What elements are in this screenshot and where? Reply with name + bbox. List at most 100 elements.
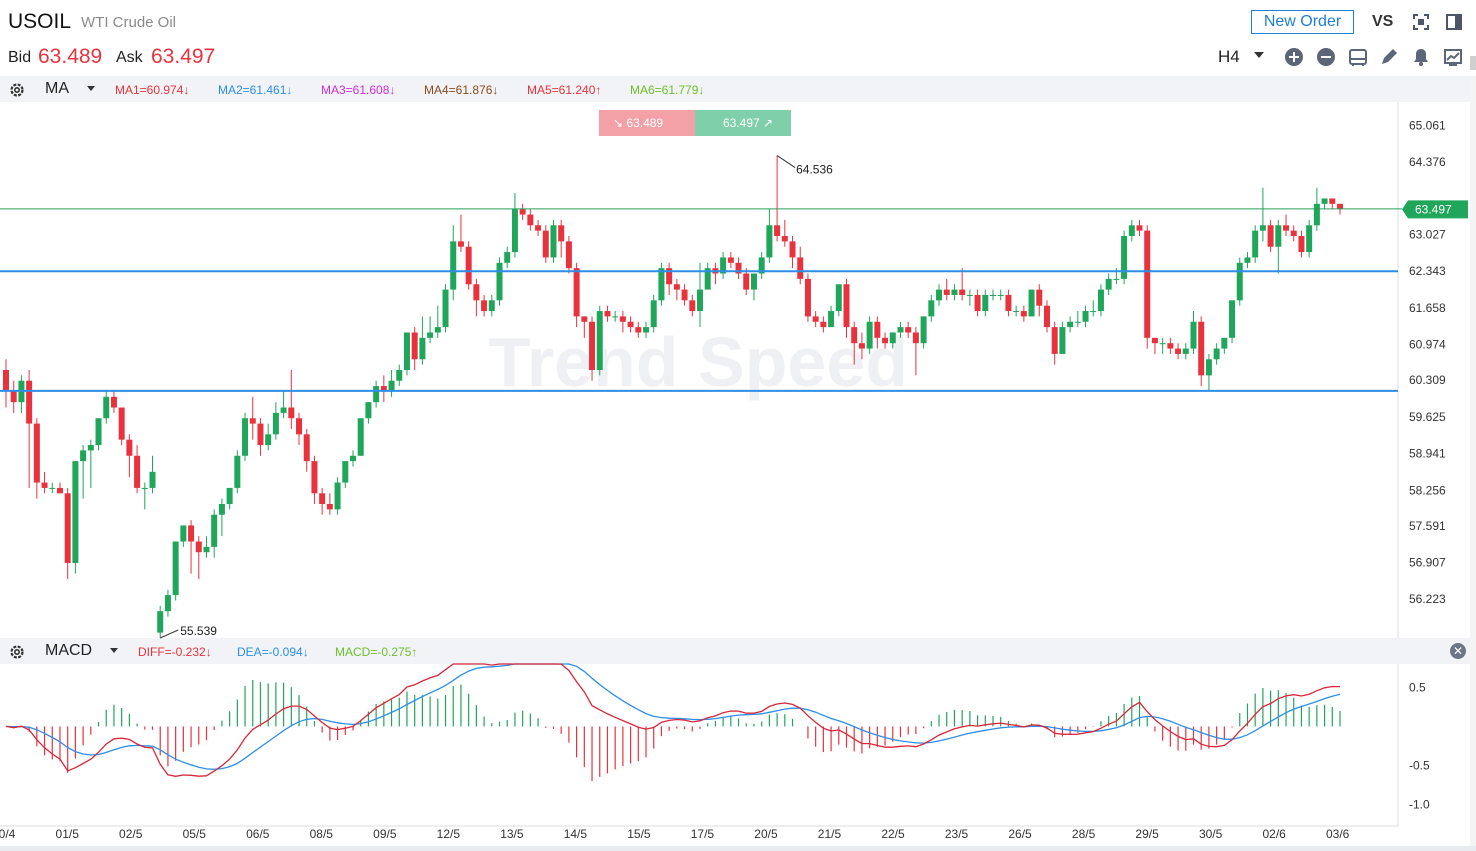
macd-chevron-down-icon[interactable]: [110, 648, 118, 653]
candle-body: [419, 337, 426, 360]
alert-bell-icon[interactable]: [1410, 46, 1432, 68]
candle-body: [396, 370, 403, 381]
candle-body: [234, 455, 241, 488]
candle-body: [974, 294, 981, 312]
candle-body: [982, 294, 989, 312]
symbol: USOIL: [8, 10, 72, 33]
date-label: 13/5: [500, 827, 524, 841]
candle-body: [905, 327, 912, 333]
layout-icon[interactable]: [1347, 46, 1369, 68]
candle-body: [1167, 343, 1174, 349]
candle-body: [211, 514, 218, 547]
macd-gear-icon[interactable]: [8, 643, 26, 664]
zoom-out-icon[interactable]: [1315, 46, 1337, 68]
candle-body: [357, 418, 364, 456]
ma5-value: MA5=61.240↑: [527, 83, 602, 97]
candle-body: [157, 611, 164, 633]
sell-price-badge-value: 63.489: [626, 116, 664, 130]
vertical-scrollbar[interactable]: [1470, 76, 1476, 851]
candle-body: [1190, 321, 1197, 349]
candle-body: [828, 311, 835, 328]
candle-body: [87, 445, 94, 451]
candle-body: [1244, 257, 1251, 263]
date-label: 30/5: [1199, 827, 1223, 841]
candle-body: [1105, 278, 1112, 290]
candle-body: [457, 241, 464, 247]
macd-indicator-name[interactable]: MACD: [45, 642, 93, 659]
timeframe-select[interactable]: H4: [1218, 47, 1240, 66]
candle-body: [326, 504, 333, 510]
price-tick-label: 59.625: [1409, 410, 1446, 424]
candle-body: [473, 284, 480, 301]
macd-tick-label: -1.0: [1409, 797, 1430, 811]
candle-body: [1182, 348, 1189, 354]
high-marker-line: [776, 155, 796, 169]
candle-body: [1067, 321, 1074, 328]
candle-body: [303, 434, 310, 462]
candle-body: [1259, 225, 1266, 231]
ma-indicator-name[interactable]: MA: [45, 80, 69, 97]
candle-body: [288, 407, 295, 419]
candle-body: [527, 214, 534, 226]
draw-pencil-icon[interactable]: [1378, 46, 1400, 68]
date-label: 22/5: [881, 827, 905, 841]
price-chart[interactable]: Trend Speed 65.061 64.376 63.027 62.343 61.65…: [0, 76, 1470, 846]
fullscreen-icon[interactable]: [1410, 11, 1432, 33]
header-scrollbar[interactable]: [1470, 56, 1476, 70]
candle-body: [319, 493, 326, 504]
candle-body: [851, 327, 858, 344]
chart-settings-icon[interactable]: [1442, 46, 1464, 68]
candle-body: [1175, 348, 1182, 354]
candle-body: [1121, 236, 1128, 279]
zoom-in-icon[interactable]: [1283, 46, 1305, 68]
candle-body: [797, 257, 804, 279]
price-tick-label: 60.309: [1409, 373, 1446, 387]
candle-body: [1298, 236, 1305, 253]
candle-body: [411, 332, 418, 360]
candle-body: [511, 209, 518, 253]
candle-body: [1005, 294, 1012, 312]
candle-body: [1236, 262, 1243, 301]
candle-body: [666, 268, 673, 285]
date-label: 02/5: [119, 827, 143, 841]
ma4-value: MA4=61.876↓: [424, 83, 499, 97]
new-order-button[interactable]: New Order: [1251, 10, 1354, 34]
candle-body: [589, 321, 596, 370]
candle-body: [257, 423, 264, 446]
ma-chevron-down-icon[interactable]: [87, 86, 95, 91]
candle-body: [141, 487, 148, 489]
panel-toggle-icon[interactable]: [1443, 11, 1465, 33]
candle-body: [943, 289, 950, 295]
timeframe-chevron-down-icon[interactable]: [1254, 52, 1264, 58]
candle-body: [365, 402, 372, 419]
candle-body: [1136, 225, 1143, 231]
buy-price-badge[interactable]: 63.497 ↗: [695, 110, 791, 136]
price-tick-label: 60.974: [1409, 338, 1446, 352]
date-label: 26/5: [1008, 827, 1032, 841]
sell-price-badge[interactable]: ↘ 63.489: [599, 110, 695, 136]
low-marker-label: 55.539: [180, 624, 217, 638]
low-marker-line: [160, 629, 179, 639]
candle-body: [1082, 311, 1089, 322]
ma-gear-icon[interactable]: [8, 81, 26, 102]
macd-tick-label: -0.5: [1409, 758, 1430, 772]
date-label: 05/5: [183, 827, 207, 841]
macd-indicator-bar: MACD DIFF=-0.232↓ DEA=-0.094↓ MACD=-0.27…: [0, 638, 1470, 664]
candle-body: [272, 412, 279, 435]
macd-close-icon[interactable]: ✕: [1450, 643, 1466, 659]
candle-body: [565, 241, 572, 269]
candle-body: [164, 595, 171, 612]
date-label: 02/6: [1262, 827, 1286, 841]
candle-body: [696, 289, 703, 312]
date-label: 12/5: [437, 827, 461, 841]
candle-body: [1113, 278, 1120, 280]
candle-body: [1205, 359, 1212, 376]
candle-body: [334, 482, 341, 510]
candle-body: [242, 418, 249, 456]
candle-body: [673, 284, 680, 290]
candle-body: [1229, 300, 1236, 338]
horizontal-scrollbar[interactable]: [0, 846, 1476, 851]
vs-button[interactable]: VS: [1372, 13, 1394, 30]
candle-body: [442, 289, 449, 328]
date-label: 29/5: [1135, 827, 1159, 841]
